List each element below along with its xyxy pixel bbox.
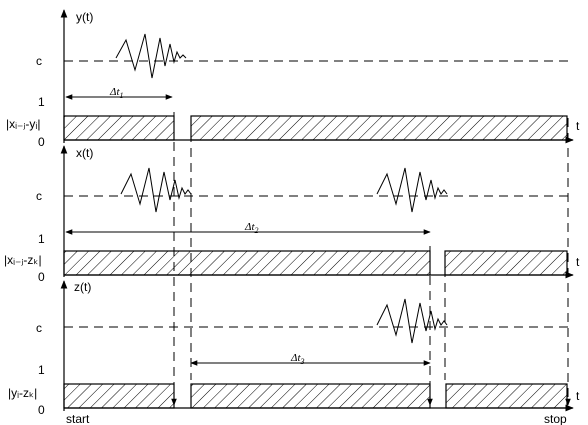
panel-3-zero-label: 0 bbox=[38, 403, 45, 417]
panel-2-bar-2 bbox=[444, 250, 568, 276]
panel-3-bar-1 bbox=[63, 383, 175, 409]
panel-1-noise-waveform bbox=[115, 33, 187, 79]
panel-3-bar-2 bbox=[190, 383, 431, 409]
panel-1-bar-2 bbox=[190, 115, 568, 141]
panel-2-c-label: c bbox=[36, 189, 42, 203]
panel-2-t-label: t bbox=[576, 255, 580, 269]
panel-3-t-label: t bbox=[576, 389, 580, 403]
panel-2-delta-label: Δt2 bbox=[244, 221, 259, 235]
panel-2: x(t) c 1 0 |xᵢ₋ⱼ-zₖ| t Δt2 bbox=[4, 145, 580, 284]
panel-1-y-axis-label: y(t) bbox=[76, 10, 93, 24]
panel-2-one-label: 1 bbox=[38, 232, 45, 246]
panel-3-bar-3 bbox=[445, 383, 568, 409]
start-label: start bbox=[66, 412, 90, 425]
panel-1-signal-label: |xᵢ₋ⱼ-yᵢ| bbox=[6, 117, 40, 131]
panel-3-one-label: 1 bbox=[38, 363, 45, 377]
stop-label: stop bbox=[544, 412, 567, 425]
panel-3: z(t) c 1 0 |yᵢ-zₖ| t Δt3 bbox=[8, 280, 580, 417]
panel-3-delta-label: Δt3 bbox=[290, 352, 305, 366]
panel-2-noise-waveform-1 bbox=[120, 167, 192, 213]
panel-1-zero-label: 0 bbox=[38, 135, 45, 149]
panel-1-bar-1 bbox=[63, 115, 175, 141]
panel-2-y-axis-label: x(t) bbox=[76, 146, 93, 160]
panel-3-c-label: c bbox=[36, 321, 42, 335]
panel-1-one-label: 1 bbox=[38, 95, 45, 109]
panel-1-delta-label: Δt1 bbox=[109, 86, 124, 100]
panel-2-zero-label: 0 bbox=[38, 270, 45, 284]
panel-2-noise-waveform-2 bbox=[376, 167, 448, 213]
panel-1-c-label: c bbox=[36, 54, 42, 68]
panel-3-y-axis-label: z(t) bbox=[74, 280, 91, 294]
panel-1: y(t) c 1 0 |xᵢ₋ⱼ-yᵢ| t Δt1 bbox=[6, 9, 580, 149]
panel-2-bar-1 bbox=[63, 250, 431, 276]
panel-3-noise-waveform bbox=[376, 298, 448, 344]
panel-1-t-label: t bbox=[576, 119, 580, 133]
panel-3-signal-label: |yᵢ-zₖ| bbox=[8, 386, 37, 400]
panel-2-signal-label: |xᵢ₋ⱼ-zₖ| bbox=[4, 253, 42, 267]
